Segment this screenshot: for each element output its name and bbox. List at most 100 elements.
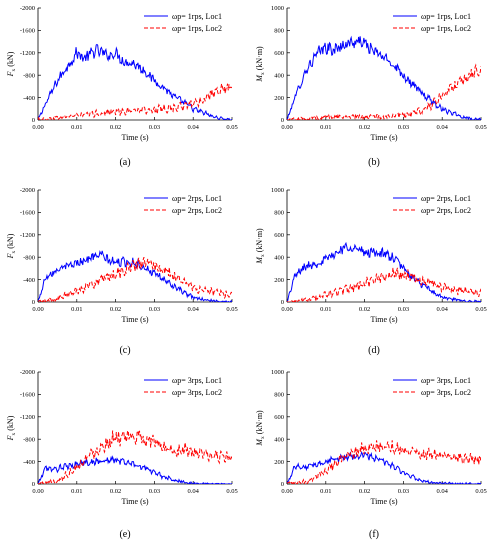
y-tick-label: 200 bbox=[274, 277, 284, 284]
y-tick-label: 1000 bbox=[271, 5, 284, 12]
series-line-1 bbox=[38, 455, 232, 484]
x-tick-label: 0.02 bbox=[110, 488, 121, 495]
x-tick-label: 0.05 bbox=[226, 306, 237, 313]
chart-panel-f: 0 200 400 600 800 1000 0.00 0.01 0.02 0.03 0.04 0.0… bbox=[255, 369, 487, 540]
y-tick-label: 0 bbox=[32, 481, 35, 488]
y-tick-label: 600 bbox=[274, 232, 284, 239]
panel-label: (f) bbox=[369, 529, 379, 540]
y-tick-label: 400 bbox=[274, 436, 284, 443]
series-line-2 bbox=[38, 429, 232, 484]
legend-entry: ωp= 2rps, Loc1 bbox=[172, 194, 222, 203]
series-line-1 bbox=[287, 35, 481, 120]
legend-entry: ωp= 2rps, Loc2 bbox=[421, 206, 471, 215]
y-tick-label: -1600 bbox=[20, 210, 35, 217]
legend-entry: ωp= 1rps, Loc2 bbox=[421, 24, 471, 33]
series-line-1 bbox=[287, 241, 481, 302]
legend-entry: ωp= 2rps, Loc2 bbox=[172, 206, 222, 215]
x-tick-label: 0.04 bbox=[437, 488, 449, 495]
y-tick-label: -1200 bbox=[20, 232, 35, 239]
y-tick-label: -1200 bbox=[20, 50, 35, 57]
y-tick-label: -2000 bbox=[20, 5, 35, 12]
y-tick-label: 1000 bbox=[271, 369, 284, 376]
x-tick-label: 0.02 bbox=[110, 124, 121, 131]
y-axis-label: Fx (kN) bbox=[6, 51, 17, 77]
y-tick-label: 0 bbox=[32, 117, 35, 124]
series-line-2 bbox=[287, 440, 481, 484]
series-line-2 bbox=[38, 83, 232, 120]
x-axis-label: Time (s) bbox=[121, 315, 148, 324]
legend-entry: ωp= 1rps, Loc2 bbox=[172, 24, 222, 33]
y-tick-label: -1200 bbox=[20, 414, 35, 421]
y-tick-label: 200 bbox=[274, 95, 284, 102]
x-tick-label: 0.03 bbox=[398, 306, 409, 313]
x-axis-label: Time (s) bbox=[121, 497, 148, 506]
x-tick-label: 0.04 bbox=[437, 306, 449, 313]
x-tick-label: 0.03 bbox=[398, 124, 409, 131]
chart-panel-b: 0 200 400 600 800 1000 0.00 0.01 0.02 0.03 0.04 0.0… bbox=[255, 5, 487, 168]
y-tick-label: -2000 bbox=[20, 369, 35, 376]
x-tick-label: 0.04 bbox=[188, 488, 200, 495]
y-tick-label: -800 bbox=[23, 72, 35, 79]
x-tick-label: 0.04 bbox=[188, 306, 200, 313]
y-tick-label: -800 bbox=[23, 254, 35, 261]
x-tick-label: 0.00 bbox=[281, 306, 292, 313]
x-tick-label: 0.04 bbox=[437, 124, 449, 131]
panel-label: (e) bbox=[119, 529, 130, 540]
y-tick-label: -2000 bbox=[20, 187, 35, 194]
x-tick-label: 0.04 bbox=[188, 124, 200, 131]
x-tick-label: 0.05 bbox=[475, 306, 486, 313]
series-line-2 bbox=[287, 63, 481, 120]
x-axis-label: Time (s) bbox=[370, 133, 397, 142]
legend-entry: ωp= 2rps, Loc1 bbox=[421, 194, 471, 203]
x-tick-label: 0.05 bbox=[475, 488, 486, 495]
y-tick-label: 800 bbox=[274, 210, 284, 217]
x-tick-label: 0.00 bbox=[32, 488, 43, 495]
y-tick-label: -800 bbox=[23, 436, 35, 443]
x-axis-label: Time (s) bbox=[370, 315, 397, 324]
x-tick-label: 0.00 bbox=[281, 488, 292, 495]
y-tick-label: 1000 bbox=[271, 187, 284, 194]
chart-panel-d: 0 200 400 600 800 1000 0.00 0.01 0.02 0.03 0.04 0.0… bbox=[255, 187, 487, 356]
x-tick-label: 0.03 bbox=[149, 124, 160, 131]
y-tick-label: -1600 bbox=[20, 28, 35, 35]
x-tick-label: 0.02 bbox=[110, 306, 121, 313]
series-line-1 bbox=[287, 451, 481, 484]
x-tick-label: 0.03 bbox=[149, 306, 160, 313]
y-tick-label: -400 bbox=[23, 95, 35, 102]
x-tick-label: 0.05 bbox=[226, 488, 237, 495]
y-axis-label: Fx (kN) bbox=[6, 233, 17, 259]
chart-panel-a: 0 -400 -800 -1200 -1600 -2000 0.00 0.01 0.02 0.03… bbox=[6, 5, 238, 168]
x-tick-label: 0.05 bbox=[226, 124, 237, 131]
series-line-2 bbox=[38, 257, 232, 302]
x-tick-label: 0.03 bbox=[398, 488, 409, 495]
y-tick-label: 600 bbox=[274, 50, 284, 57]
panel-label: (b) bbox=[368, 157, 380, 168]
legend-entry: ωp= 3rps, Loc2 bbox=[172, 388, 222, 397]
y-tick-label: -400 bbox=[23, 277, 35, 284]
legend-entry: ωp= 1rps, Loc1 bbox=[172, 12, 222, 21]
x-tick-label: 0.01 bbox=[71, 306, 82, 313]
x-tick-label: 0.00 bbox=[32, 306, 43, 313]
x-tick-label: 0.02 bbox=[359, 488, 370, 495]
x-tick-label: 0.01 bbox=[320, 306, 331, 313]
series-line-1 bbox=[38, 249, 232, 302]
y-tick-label: 0 bbox=[281, 299, 284, 306]
x-axis-label: Time (s) bbox=[370, 497, 397, 506]
y-axis-label: Mx (kN·m) bbox=[255, 46, 266, 83]
y-tick-label: -400 bbox=[23, 459, 35, 466]
panel-label: (d) bbox=[368, 345, 380, 356]
legend-entry: ωp= 3rps, Loc1 bbox=[421, 376, 471, 385]
y-tick-label: 200 bbox=[274, 459, 284, 466]
y-tick-label: 0 bbox=[32, 299, 35, 306]
x-tick-label: 0.00 bbox=[281, 124, 292, 131]
x-axis-label: Time (s) bbox=[121, 133, 148, 142]
x-tick-label: 0.01 bbox=[320, 124, 331, 131]
x-tick-label: 0.01 bbox=[71, 124, 82, 131]
x-tick-label: 0.01 bbox=[320, 488, 331, 495]
y-axis-label: Mx (kN·m) bbox=[255, 410, 266, 447]
y-tick-label: 800 bbox=[274, 392, 284, 399]
x-tick-label: 0.02 bbox=[359, 306, 370, 313]
y-tick-label: 600 bbox=[274, 414, 284, 421]
y-tick-label: 0 bbox=[281, 117, 284, 124]
chart-panel-c: 0 -400 -800 -1200 -1600 -2000 0.00 0.01 0.02 0.03… bbox=[6, 187, 238, 356]
